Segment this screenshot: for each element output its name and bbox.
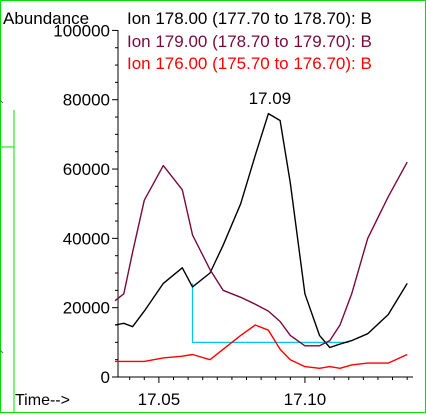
x-axis-label: Time--> [15,392,70,409]
x-tick-label: 17.05 [138,390,181,409]
baseline-segment [191,283,349,343]
series-line-2 [115,324,408,369]
tick-marks: 0 20000 40000 60000 80000 100000 17.05 17.10 [53,21,408,409]
legend-entry-ion-176: Ion 176.00 (175.70 to 176.70): B [127,54,372,73]
y-tick-label: 100000 [53,21,110,40]
y-tick-label: 0 [101,368,110,387]
y-tick-label: 20000 [63,299,110,318]
series-line-1 [114,161,408,347]
y-axis-label: Abundance [3,9,89,28]
legend-entry-ion-178: Ion 178.00 (177.70 to 178.70): B [127,9,372,28]
series-line-0 [114,112,408,349]
legend-entry-ion-179: Ion 179.00 (178.70 to 179.70): B [127,32,372,51]
axes [117,30,413,378]
y-tick-label: 40000 [63,229,110,248]
y-tick-label: 80000 [63,91,110,110]
series-lines [114,112,408,369]
x-tick-label: 17.10 [284,390,327,409]
y-tick-label: 60000 [63,160,110,179]
left-mark-lower [0,349,4,354]
left-mark-upper [0,99,4,104]
baseline-group [191,283,349,343]
peak-annotation: 17.09 [249,89,292,108]
